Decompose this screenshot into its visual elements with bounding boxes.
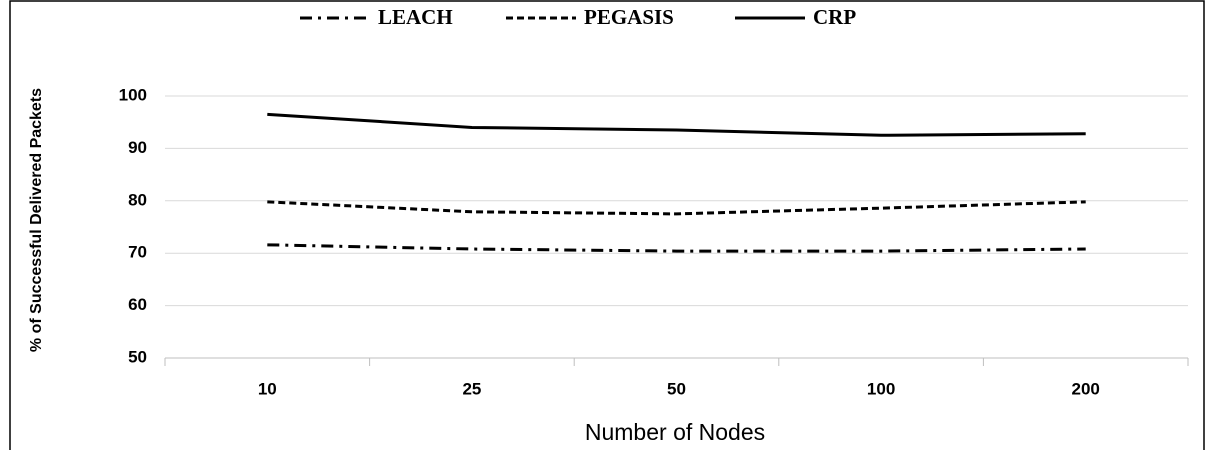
x-tick-label: 10 xyxy=(258,379,277,398)
x-axis-title: Number of Nodes xyxy=(585,419,765,445)
series-line xyxy=(267,112,1086,137)
y-tick-label: 80 xyxy=(128,190,147,209)
legend-label: LEACH xyxy=(378,5,453,29)
y-tick-label: 60 xyxy=(128,295,147,314)
y-tick-label: 70 xyxy=(128,243,147,262)
y-tick-label: 100 xyxy=(119,85,147,104)
series-line xyxy=(267,243,1086,253)
series-line xyxy=(267,200,1086,216)
frame xyxy=(9,0,1205,450)
legend-label: CRP xyxy=(813,5,856,29)
x-tick-label: 100 xyxy=(867,379,895,398)
y-tick-label: 50 xyxy=(128,347,147,366)
x-tick-label: 50 xyxy=(667,379,686,398)
y-axis-title: % of Successful Delivered Packets xyxy=(28,88,45,352)
legend-label: PEGASIS xyxy=(584,5,674,29)
x-tick-label: 25 xyxy=(462,379,481,398)
x-tick-label: 200 xyxy=(1072,379,1100,398)
y-tick-label: 90 xyxy=(128,138,147,157)
